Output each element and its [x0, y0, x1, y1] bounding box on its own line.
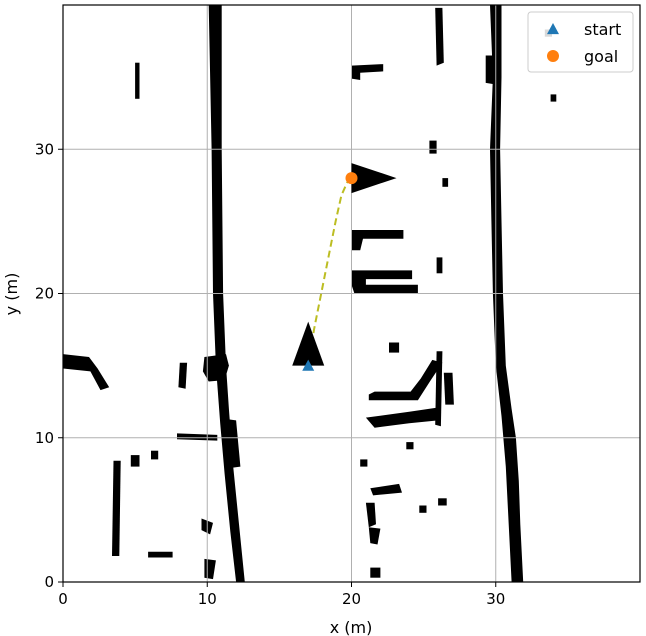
y-tick-label-3: 30: [35, 140, 54, 158]
obstacle-12: [370, 483, 402, 496]
obstacle-37: [550, 94, 557, 102]
x-tick-label-2: 20: [342, 590, 361, 608]
obstacle-13: [365, 502, 376, 528]
obstacle-19: [435, 351, 443, 427]
obstacle-11: [485, 55, 495, 85]
obstacle-27: [406, 442, 414, 450]
obstacle-15: [112, 460, 121, 556]
obstacle-2: [63, 354, 110, 391]
y-axis-label: y (m): [2, 273, 21, 316]
obstacle-31: [178, 362, 188, 389]
x-axis-label: x (m): [330, 618, 373, 636]
markers: [302, 172, 358, 371]
obstacle-32: [436, 257, 443, 274]
legend-goal-label: goal: [584, 47, 618, 66]
obstacle-3: [202, 354, 229, 382]
obstacle-30: [419, 505, 427, 513]
legend-start-marker: [547, 23, 559, 35]
legend: start goal: [527, 11, 634, 73]
obstacle-20: [443, 372, 454, 405]
obstacle-6: [351, 270, 418, 294]
y-tick-label-0: 0: [44, 573, 54, 591]
legend-start-label: start: [584, 20, 621, 39]
start-heading: [292, 321, 325, 366]
goal-heading: [351, 163, 397, 194]
start-marker-0: [302, 359, 315, 371]
y-tick-label-2: 20: [35, 285, 54, 303]
obstacle-9: [351, 64, 384, 80]
obstacle-8: [365, 407, 439, 428]
obstacle-18: [148, 551, 173, 558]
obstacle-28: [360, 459, 368, 467]
obstacle-36: [508, 476, 514, 483]
obstacle-7: [368, 359, 443, 401]
obstacle-5: [351, 230, 404, 251]
obstacle-34: [135, 62, 140, 99]
obstacle-10: [435, 7, 444, 66]
obstacle-4: [224, 419, 241, 468]
obstacle-25: [130, 455, 140, 467]
obstacle-23: [442, 178, 449, 187]
heading-arrows: [292, 163, 397, 366]
obstacle-33: [370, 567, 381, 578]
legend-goal-marker: [547, 50, 559, 62]
obstacle-21: [389, 342, 400, 353]
x-tick-label-0: 0: [58, 590, 68, 608]
x-tick-label-1: 10: [198, 590, 217, 608]
obstacle-14: [368, 527, 381, 545]
obstacle-26: [151, 450, 159, 460]
obstacle-29: [438, 498, 447, 506]
axis-ticks: 0 10 20 30 0 10 20 30: [35, 140, 505, 608]
obstacle-22: [429, 140, 437, 154]
y-tick-label-1: 10: [35, 429, 54, 447]
x-tick-label-3: 30: [486, 590, 505, 608]
goal-marker-0: [345, 172, 358, 185]
